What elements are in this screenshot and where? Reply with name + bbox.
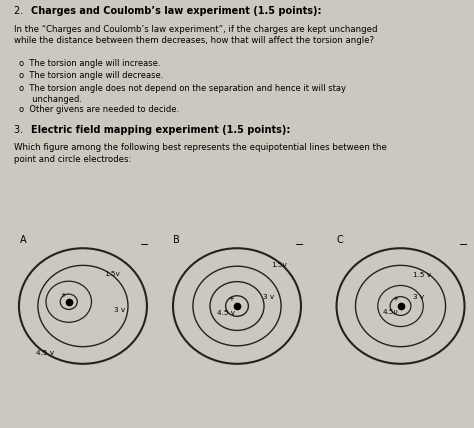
Text: 2.: 2.: [14, 6, 27, 16]
Text: 4.5 v: 4.5 v: [36, 350, 54, 356]
Text: In the “Charges and Coulomb’s law experiment”, if the charges are kept unchanged: In the “Charges and Coulomb’s law experi…: [14, 25, 378, 45]
Text: o  The torsion angle will decrease.: o The torsion angle will decrease.: [19, 71, 164, 80]
Text: 4.5υ: 4.5υ: [383, 309, 399, 315]
Text: +: +: [228, 296, 234, 302]
Text: C: C: [337, 235, 343, 245]
Text: 3 v: 3 v: [114, 307, 125, 313]
Text: B: B: [173, 235, 180, 245]
Text: 3 v: 3 v: [413, 294, 424, 300]
Text: Electric field mapping experiment (1.5 points):: Electric field mapping experiment (1.5 p…: [31, 125, 290, 135]
Text: 3 v: 3 v: [263, 294, 274, 300]
Text: 4.5 v: 4.5 v: [217, 310, 235, 316]
Text: −: −: [295, 240, 304, 250]
Text: 3.: 3.: [14, 125, 27, 135]
Text: 1.5 v: 1.5 v: [413, 272, 431, 278]
Text: +: +: [392, 296, 398, 302]
Text: o  The torsion angle will increase.: o The torsion angle will increase.: [19, 59, 161, 68]
Text: o  Other givens are needed to decide.: o Other givens are needed to decide.: [19, 105, 179, 114]
Text: Charges and Coulomb’s law experiment (1.5 points):: Charges and Coulomb’s law experiment (1.…: [31, 6, 321, 16]
Text: +: +: [60, 292, 66, 298]
Text: Which figure among the following best represents the equipotential lines between: Which figure among the following best re…: [14, 143, 387, 164]
Text: A: A: [20, 235, 27, 245]
Text: 1.5v: 1.5v: [271, 262, 287, 268]
Text: −: −: [140, 240, 149, 250]
Text: o  The torsion angle does not depend on the separation and hence it will stay
  : o The torsion angle does not depend on t…: [19, 84, 346, 104]
Text: −: −: [459, 240, 468, 250]
Text: 1.5v: 1.5v: [104, 271, 120, 277]
